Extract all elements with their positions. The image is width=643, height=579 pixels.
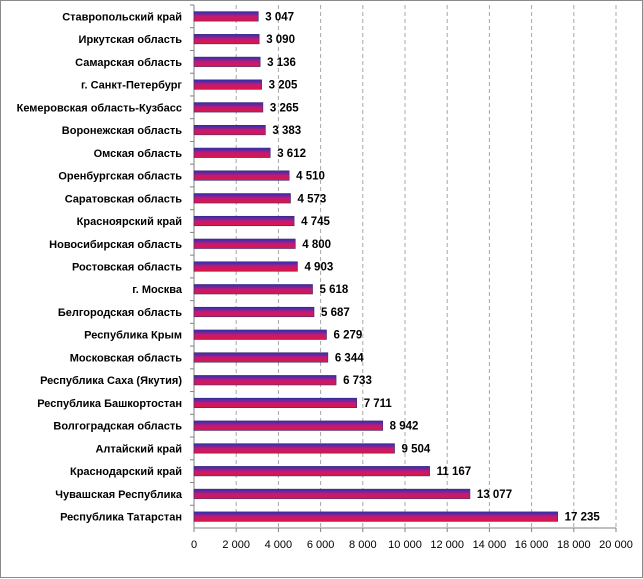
value-label: 4 800 [302, 239, 331, 251]
category-label: Республика Татарстан [60, 512, 182, 524]
category-label: Волгоградская область [53, 421, 182, 433]
category-label: Саратовская область [65, 193, 183, 205]
category-label: Новосибирская область [49, 239, 182, 251]
x-tick-label: 10 000 [388, 539, 422, 551]
value-label: 3 612 [277, 148, 306, 160]
bar [193, 329, 327, 340]
x-tick-label: 6 000 [307, 539, 335, 551]
bar [193, 79, 262, 90]
category-label: Алтайский край [95, 443, 182, 455]
x-tick-label: 18 000 [557, 539, 591, 551]
value-label: 7 711 [364, 398, 393, 410]
category-labels: Ставропольский край Иркутская область Сама… [17, 11, 183, 523]
value-label: 3 265 [270, 102, 299, 114]
value-label: 4 510 [296, 171, 325, 183]
x-tick-labels: 0 2 000 4 000 6 000 8 000 10 000 12 000 14 000 1… [191, 539, 633, 551]
value-label: 3 090 [266, 34, 295, 46]
bar [193, 443, 395, 454]
value-label: 3 136 [267, 57, 296, 69]
value-label: 4 745 [301, 216, 330, 228]
x-tick-label: 8 000 [349, 539, 377, 551]
value-label: 5 687 [321, 307, 350, 319]
bar [193, 147, 271, 158]
category-label: Республика Башкортостан [37, 398, 182, 410]
bar [193, 352, 329, 363]
x-tick-label: 12 000 [430, 539, 464, 551]
x-tick-label: 20 000 [599, 539, 633, 551]
bar [193, 193, 291, 204]
category-label: Ростовская область [72, 262, 182, 274]
category-label: Омская область [94, 148, 183, 160]
x-tick-label: 16 000 [515, 539, 549, 551]
bar [193, 170, 290, 181]
x-tick-label: 4 000 [265, 539, 293, 551]
category-label: Оренбургская область [58, 171, 182, 183]
value-label: 13 077 [477, 489, 512, 501]
bar [193, 420, 383, 431]
value-label: 8 942 [390, 421, 419, 433]
value-label: 11 167 [437, 466, 472, 478]
bar [193, 284, 313, 295]
category-label: Краснодарский край [70, 466, 182, 478]
value-label: 6 344 [335, 352, 364, 364]
bar [193, 306, 315, 318]
bar [193, 34, 260, 45]
value-label: 17 235 [565, 512, 601, 524]
value-label: 5 618 [320, 284, 349, 296]
bar [193, 261, 298, 272]
value-label: 3 047 [265, 11, 294, 23]
value-label: 4 903 [304, 262, 333, 274]
bar [193, 375, 337, 386]
bar [193, 511, 558, 522]
x-tick-label: 2 000 [222, 539, 250, 551]
category-label: Ставропольский край [62, 11, 182, 23]
category-label: Чувашская Республика [55, 489, 183, 501]
bars [193, 11, 558, 522]
bar [193, 238, 296, 249]
value-label: 6 279 [333, 330, 362, 342]
category-label: Иркутская область [79, 34, 183, 46]
category-label: Республика Саха (Якутия) [40, 375, 182, 387]
value-labels: 3 047 3 090 3 136 3 205 3 265 3 383 3 612 4 510… [265, 11, 600, 523]
category-label: Республика Крым [84, 330, 182, 342]
category-label: Самарская область [75, 57, 182, 69]
bar [193, 488, 471, 499]
bar [193, 11, 259, 22]
category-label: Белгородская область [58, 307, 182, 319]
category-label: г. Москва [132, 284, 183, 296]
category-label: Московская область [70, 352, 182, 364]
value-label: 3 205 [269, 80, 298, 92]
bar [193, 215, 295, 227]
category-label: г. Санкт-Петербург [81, 80, 182, 92]
category-label: Воронежская область [62, 125, 182, 137]
value-label: 4 573 [297, 193, 326, 205]
bar [193, 397, 358, 408]
bar [193, 102, 264, 113]
value-label: 6 733 [343, 375, 372, 387]
category-label: Кемеровская область-Кузбасс [17, 102, 182, 114]
bar [193, 56, 261, 67]
x-tick-label: 0 [191, 539, 197, 551]
x-tick-label: 14 000 [473, 539, 507, 551]
category-label: Красноярский край [77, 216, 182, 228]
value-label: 3 383 [272, 125, 301, 137]
bar [193, 466, 430, 477]
gridlines [235, 5, 617, 528]
bar [193, 125, 266, 136]
value-label: 9 504 [402, 443, 431, 455]
